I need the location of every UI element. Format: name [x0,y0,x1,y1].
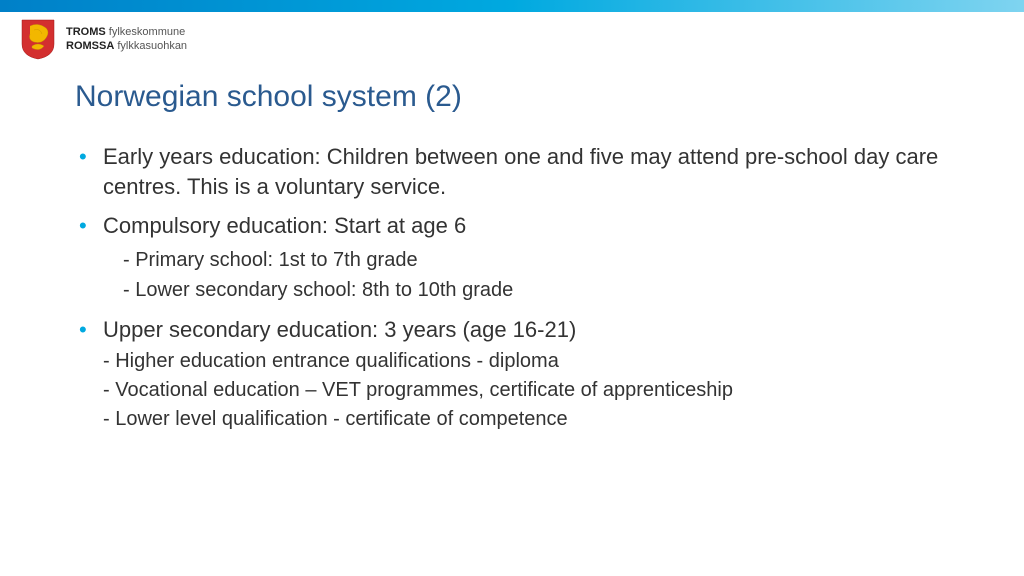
org-line2-bold: ROMSSA [66,40,114,52]
header: TROMS fylkeskommune ROMSSA fylkkasuohkan [0,12,1024,60]
shield-logo-icon [20,18,56,60]
bullet-3-sub-1: - Higher education entrance qualificatio… [103,347,954,376]
bullet-3-sublist: - Higher education entrance qualificatio… [103,347,954,434]
bullet-2-sub-1: - Primary school: 1st to 7th grade [123,245,954,275]
slide-content: Norwegian school system (2) Early years … [0,60,1024,434]
bullet-1-text: Early years education: Children between … [103,144,938,199]
org-line1-light: fylkeskommune [109,26,185,38]
bullet-2: Compulsory education: Start at age 6 - P… [75,211,954,305]
org-line-2: ROMSSA fylkkasuohkan [66,39,187,53]
org-name-block: TROMS fylkeskommune ROMSSA fylkkasuohkan [66,25,187,54]
top-accent-bar [0,0,1024,12]
bullet-1: Early years education: Children between … [75,142,954,201]
org-line-1: TROMS fylkeskommune [66,25,187,39]
org-line2-light: fylkkasuohkan [117,40,187,52]
bullet-3-sub-3: - Lower level qualification - certificat… [103,405,954,434]
bullet-3: Upper secondary education: 3 years (age … [75,315,954,434]
org-line1-bold: TROMS [66,26,106,38]
bullet-3-sub-2: - Vocational education – VET programmes,… [103,376,954,405]
bullet-2-text: Compulsory education: Start at age 6 [103,213,466,238]
slide-title: Norwegian school system (2) [75,80,954,114]
bullet-2-sublist: - Primary school: 1st to 7th grade - Low… [123,245,954,305]
bullet-3-text: Upper secondary education: 3 years (age … [103,317,576,342]
bullet-list: Early years education: Children between … [75,142,954,434]
bullet-2-sub-2: - Lower secondary school: 8th to 10th gr… [123,275,954,305]
